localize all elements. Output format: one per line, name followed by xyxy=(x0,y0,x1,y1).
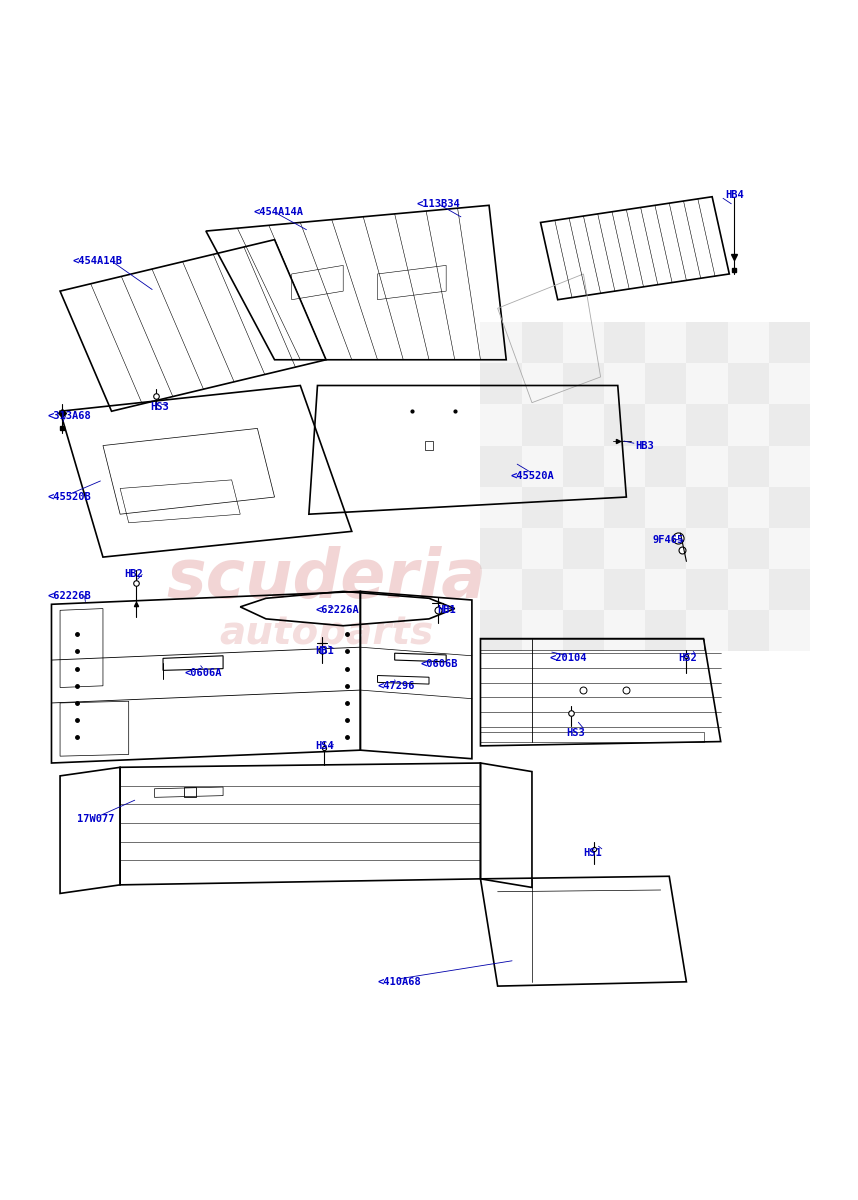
Bar xyxy=(604,322,645,364)
Bar xyxy=(728,445,769,487)
Bar xyxy=(645,611,686,652)
Bar xyxy=(769,528,810,569)
Bar xyxy=(480,445,522,487)
Text: HB4: HB4 xyxy=(725,190,744,200)
Bar xyxy=(480,528,522,569)
Bar xyxy=(686,404,728,445)
Bar xyxy=(604,404,645,445)
Bar xyxy=(728,322,769,364)
Text: <410A68: <410A68 xyxy=(378,977,421,986)
Bar xyxy=(686,569,728,611)
Text: HS3: HS3 xyxy=(150,402,169,412)
Text: HB1: HB1 xyxy=(316,647,335,656)
Text: <313A68: <313A68 xyxy=(47,410,91,420)
Bar xyxy=(604,569,645,611)
Bar xyxy=(645,569,686,611)
Bar xyxy=(645,364,686,404)
Bar xyxy=(480,487,522,528)
Text: HB2: HB2 xyxy=(124,569,143,580)
Bar xyxy=(480,611,522,652)
Text: 17W077: 17W077 xyxy=(77,814,115,823)
Bar xyxy=(728,528,769,569)
Text: 9F465: 9F465 xyxy=(652,535,683,545)
Bar xyxy=(563,404,604,445)
Bar xyxy=(686,322,728,364)
Text: <62226B: <62226B xyxy=(47,590,91,601)
Bar xyxy=(769,404,810,445)
Bar xyxy=(728,569,769,611)
Bar xyxy=(563,445,604,487)
Bar xyxy=(522,445,563,487)
Bar xyxy=(686,528,728,569)
Bar xyxy=(563,364,604,404)
Bar xyxy=(522,322,563,364)
Text: autoparts: autoparts xyxy=(219,613,433,652)
Bar xyxy=(563,569,604,611)
Text: HS4: HS4 xyxy=(316,740,335,751)
Bar xyxy=(522,611,563,652)
Text: <45520A: <45520A xyxy=(511,470,554,480)
Bar xyxy=(563,322,604,364)
Bar xyxy=(728,487,769,528)
Bar xyxy=(769,611,810,652)
Bar xyxy=(645,404,686,445)
Text: <0606A: <0606A xyxy=(184,668,222,678)
Bar xyxy=(522,569,563,611)
Bar xyxy=(480,364,522,404)
Bar xyxy=(480,404,522,445)
Bar xyxy=(522,487,563,528)
Bar xyxy=(769,322,810,364)
Text: <454A14A: <454A14A xyxy=(253,208,303,217)
Bar xyxy=(686,487,728,528)
Bar xyxy=(563,528,604,569)
Text: <62226A: <62226A xyxy=(316,605,360,616)
Bar xyxy=(769,487,810,528)
Text: <20104: <20104 xyxy=(549,653,587,664)
Text: HS1: HS1 xyxy=(583,848,602,858)
Bar xyxy=(728,404,769,445)
Bar xyxy=(645,445,686,487)
Text: HS3: HS3 xyxy=(566,728,585,738)
Bar xyxy=(604,445,645,487)
Text: <45520B: <45520B xyxy=(47,492,91,502)
Bar xyxy=(522,528,563,569)
Bar xyxy=(645,528,686,569)
Text: <47296: <47296 xyxy=(378,680,415,691)
Bar xyxy=(425,442,433,450)
Bar xyxy=(522,364,563,404)
Bar xyxy=(686,445,728,487)
Bar xyxy=(728,611,769,652)
Text: <454A14B: <454A14B xyxy=(73,256,123,266)
Text: <113B34: <113B34 xyxy=(416,199,460,209)
Bar xyxy=(645,322,686,364)
Bar xyxy=(604,487,645,528)
Bar xyxy=(563,611,604,652)
Bar xyxy=(769,569,810,611)
Text: HB1: HB1 xyxy=(438,605,456,616)
Bar xyxy=(728,364,769,404)
Bar xyxy=(686,364,728,404)
Bar xyxy=(522,404,563,445)
Bar xyxy=(645,487,686,528)
Bar xyxy=(686,611,728,652)
Text: scuderia: scuderia xyxy=(166,546,486,612)
Bar xyxy=(604,364,645,404)
Text: <0606B: <0606B xyxy=(420,659,458,670)
Bar xyxy=(184,787,196,797)
Bar xyxy=(480,569,522,611)
Bar xyxy=(769,364,810,404)
Bar xyxy=(604,611,645,652)
Bar xyxy=(604,528,645,569)
Text: HB3: HB3 xyxy=(635,440,654,450)
Text: HS2: HS2 xyxy=(678,653,697,664)
Bar xyxy=(769,445,810,487)
Bar xyxy=(563,487,604,528)
Bar xyxy=(480,322,522,364)
